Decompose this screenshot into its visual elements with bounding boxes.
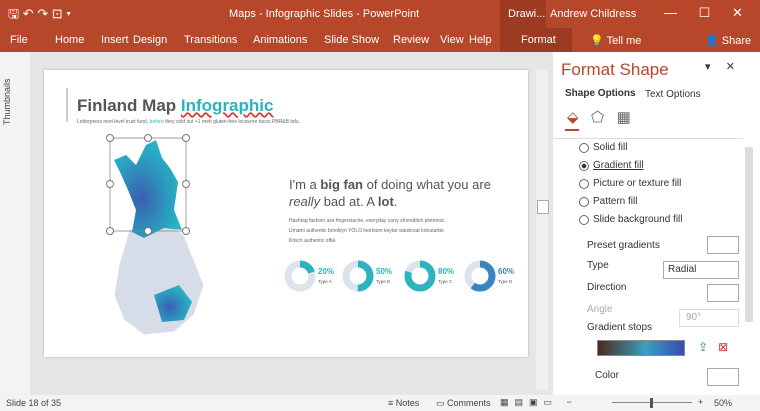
type-value: Radial: [668, 264, 697, 275]
status-bar: Slide 18 of 35 ≡ Notes ▭ Comments ▦▤▣▭ −…: [0, 395, 760, 411]
slide-title: Finland Map: [77, 96, 177, 115]
label: Color: [595, 370, 619, 381]
color-dropdown[interactable]: [707, 368, 739, 386]
donut-arc: [342, 260, 374, 292]
pane-tab[interactable]: Text Options: [645, 89, 701, 100]
ribbon-tab[interactable]: Home: [55, 34, 85, 46]
map-south[interactable]: [113, 219, 205, 336]
heading-bold: big fan: [320, 177, 363, 192]
context-tab[interactable]: Drawi...: [508, 8, 546, 20]
window-title: Maps - Infographic Slides - PowerPoint: [229, 8, 420, 20]
direction-dropdown[interactable]: [707, 284, 739, 302]
ribbon-tab[interactable]: File: [10, 34, 28, 46]
share-text: Share: [721, 35, 752, 47]
fill-option[interactable]: Picture or texture fill: [593, 178, 682, 189]
heading: of doing what you are: [363, 177, 491, 192]
subtitle-accent: before: [149, 119, 164, 125]
label: Gradient stops: [587, 322, 653, 333]
heading: bad at. A: [320, 194, 378, 209]
donut-label: 60%: [498, 267, 514, 276]
donut-arc: [464, 260, 496, 292]
tell-me[interactable]: 💡 Tell me: [590, 35, 642, 47]
radio-button[interactable]: [579, 179, 589, 189]
ribbon-tab[interactable]: Slide Show: [324, 34, 380, 46]
subtitle: Letterpress next level trust fund,: [77, 119, 150, 125]
label: Type: [587, 260, 609, 271]
label: Direction: [587, 282, 627, 293]
radio-button[interactable]: [579, 161, 589, 171]
label: Preset gradients: [587, 240, 660, 251]
ribbon-tab[interactable]: Format: [521, 34, 556, 46]
donut-arc: [284, 260, 316, 292]
preset-dropdown[interactable]: [707, 236, 739, 254]
fill-option[interactable]: Gradient fill: [593, 160, 644, 171]
notes-text: Notes: [395, 398, 420, 408]
heading: I'm a: [289, 177, 321, 192]
heading: .: [393, 194, 398, 209]
notes-button[interactable]: ≡ Notes: [388, 398, 420, 408]
fill-option[interactable]: Slide background fill: [593, 214, 683, 225]
donut-type: Type B: [376, 279, 390, 284]
slide-graphics: 20% Type A 50% Type B 80% Type C 60% Type D: [106, 134, 514, 336]
share[interactable]: 👤 Share: [705, 35, 752, 47]
comments-text: Comments: [447, 398, 491, 408]
gradient-bar[interactable]: [597, 340, 685, 356]
body-line: Umami authentic brooklyn YOLO heirloom k…: [289, 228, 446, 234]
pane-title: Format Shape: [561, 60, 669, 79]
ribbon-tab[interactable]: View: [440, 34, 464, 46]
subtitle: they sold out +1 meh gluten-free locavor…: [163, 119, 301, 125]
ribbon-tab[interactable]: Help: [469, 34, 492, 46]
donut-label: 20%: [318, 267, 334, 276]
comments-button[interactable]: ▭ Comments: [436, 398, 491, 408]
ribbon-tab[interactable]: Insert: [101, 34, 129, 46]
ribbon-tab[interactable]: Animations: [253, 34, 308, 46]
donut-arc: [404, 260, 436, 292]
ribbon-tab[interactable]: Review: [393, 34, 430, 46]
radio-button[interactable]: [579, 215, 589, 225]
radio-button[interactable]: [579, 143, 589, 153]
map-selected[interactable]: [114, 140, 182, 238]
format-pane: Format Shape ▾ ✕ Shape Options Text Opti…: [553, 52, 760, 395]
body-line: Kitsch authentic offal.: [289, 238, 337, 244]
ribbon-tab[interactable]: Transitions: [184, 34, 238, 46]
donut-type: Type D: [498, 279, 513, 284]
angle-value: 90°: [686, 312, 702, 323]
pane-tab[interactable]: Shape Options: [565, 88, 636, 99]
map-region[interactable]: [154, 285, 192, 322]
slide-number: Slide 18 of 35: [6, 398, 62, 408]
radio-button[interactable]: [579, 197, 589, 207]
body-line: Hashtag fashion axe fingerstache, everyd…: [289, 218, 446, 224]
type-dropdown[interactable]: Radial: [663, 261, 739, 279]
ribbon-tab[interactable]: Design: [133, 34, 168, 46]
donut-label: 50%: [376, 267, 392, 276]
fill-option[interactable]: Solid fill: [593, 142, 628, 153]
heading-bold: lot: [377, 194, 394, 209]
fill-option[interactable]: Pattern fill: [593, 196, 638, 207]
user-name[interactable]: Andrew Childress: [550, 8, 637, 20]
donut-type: Type C: [438, 279, 453, 284]
tell-me-text: Tell me: [606, 35, 642, 47]
thumbnails-label[interactable]: Thumbnails: [2, 78, 12, 125]
heading-italic: really: [289, 194, 321, 209]
label: Angle: [587, 304, 613, 315]
zoom-level[interactable]: 50%: [714, 398, 733, 408]
slide-title-accent: Infographic: [180, 96, 274, 115]
slide[interactable]: Finland Map Infographic Letterpress next…: [44, 70, 528, 357]
title-bar: Maps - Infographic Slides - PowerPoint D…: [0, 0, 760, 52]
donut-label: 80%: [438, 267, 454, 276]
donut-type: Type A: [318, 279, 332, 284]
